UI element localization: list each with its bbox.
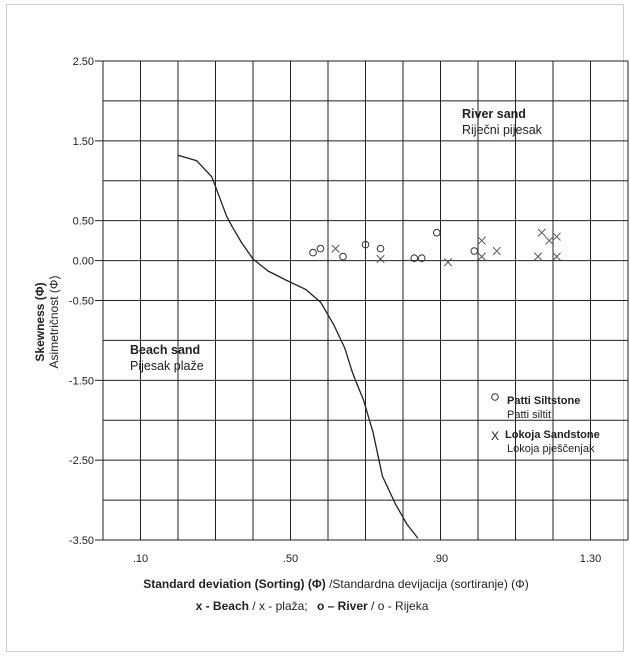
point-patti-0: [309, 248, 317, 257]
point-patti-5: [410, 254, 419, 262]
point-patti-2: [339, 252, 347, 261]
figure-frame: [6, 4, 624, 652]
point-lokoja-10: [552, 252, 561, 261]
point-lokoja-8: [545, 236, 554, 245]
key-o-river-rest: / o - Rijeka: [371, 599, 429, 613]
beach-sand-sublabel: Pijesak plaže: [130, 359, 204, 373]
legend-patti-label: Patti Siltstone: [507, 395, 580, 407]
y-tick-label-5: -1.50: [69, 375, 94, 387]
key-x-beach-rest: / x - plaža;: [252, 599, 307, 613]
y-tick-label-2: 0.50: [73, 216, 94, 228]
beach-sand-region-label: Beach sand Pijesak plaže: [130, 343, 204, 373]
y-tick-label-1: 1.50: [73, 136, 94, 148]
legend-x-marker: X: [491, 429, 499, 443]
y-axis-title: Skewness (Φ) Asimetričnost (Φ): [33, 276, 61, 369]
x-axis-label-rest: /Standardna devijacija (sortiranje) (Φ): [329, 577, 529, 591]
y-tick-label-6: -2.50: [69, 455, 94, 467]
point-lokoja-9: [552, 232, 561, 241]
point-patti-7: [432, 228, 441, 237]
legend-patti-sublabel: Patti siltit: [507, 409, 551, 421]
y-axis-sublabel: Asimetričnost (Φ): [47, 276, 61, 369]
y-tick-label-4: -0.50: [69, 296, 94, 308]
point-lokoja-6: [533, 252, 543, 261]
point-patti-4: [376, 244, 385, 253]
river-sand-label: River sand: [462, 107, 526, 121]
legend-circle-marker: [491, 393, 499, 401]
data-points: [309, 228, 561, 267]
river-sand-sublabel: Riječni pijesak: [462, 123, 543, 137]
point-lokoja-4: [477, 252, 486, 261]
point-patti-1: [316, 244, 325, 253]
grid-lines: [102, 60, 629, 541]
river-sand-region-label: River sand Riječni pijesak: [462, 107, 543, 137]
point-lokoja-3: [477, 236, 486, 245]
y-tick-label-3: 0.00: [73, 256, 94, 268]
boundary-curve: [177, 154, 419, 539]
point-lokoja-1: [376, 254, 385, 264]
point-lokoja-2: [443, 258, 453, 267]
key-o-river: o – River: [317, 599, 368, 613]
legend-lokoja-label: Lokoja Sandstone: [505, 429, 600, 441]
legend-lokoja-sublabel: Lokoja pješčenjak: [507, 443, 595, 455]
point-patti-6: [417, 254, 426, 262]
x-tick-label-1: .50: [283, 553, 298, 565]
x-tick-label-2: .90: [433, 553, 448, 565]
key-x-beach: x - Beach: [196, 599, 249, 613]
beach-sand-label: Beach sand: [130, 343, 200, 357]
point-lokoja-5: [492, 246, 501, 256]
legend: Patti Siltstone Patti siltit X Lokoja Sa…: [491, 393, 600, 455]
y-tick-label-7: -3.50: [69, 535, 94, 547]
x-tick-label-3: 1.30: [580, 553, 601, 565]
point-patti-8: [470, 247, 479, 255]
tick-labels: 2.50 1.50 0.50 0.00 -0.50 -1.50 -2.50 -3.50 .10.…: [69, 56, 601, 565]
boundary-curve-layer: [177, 154, 419, 539]
x-axis-label: Standard deviation (Sorting) (Φ) /Standa…: [143, 577, 529, 591]
marker-key-line: x - Beach / x - plaža; o – River / o - R…: [196, 599, 429, 613]
point-lokoja-7: [537, 228, 546, 237]
y-axis-label: Skewness (Φ): [33, 282, 47, 361]
x-axis-label-bold: Standard deviation (Sorting): [143, 577, 304, 591]
point-lokoja-0: [331, 244, 340, 253]
y-tick-label-0: 2.50: [73, 56, 94, 68]
x-tick-label-0: .10: [133, 553, 148, 565]
x-axis-label-unit: (Φ): [308, 577, 326, 591]
point-patti-3: [361, 240, 370, 249]
